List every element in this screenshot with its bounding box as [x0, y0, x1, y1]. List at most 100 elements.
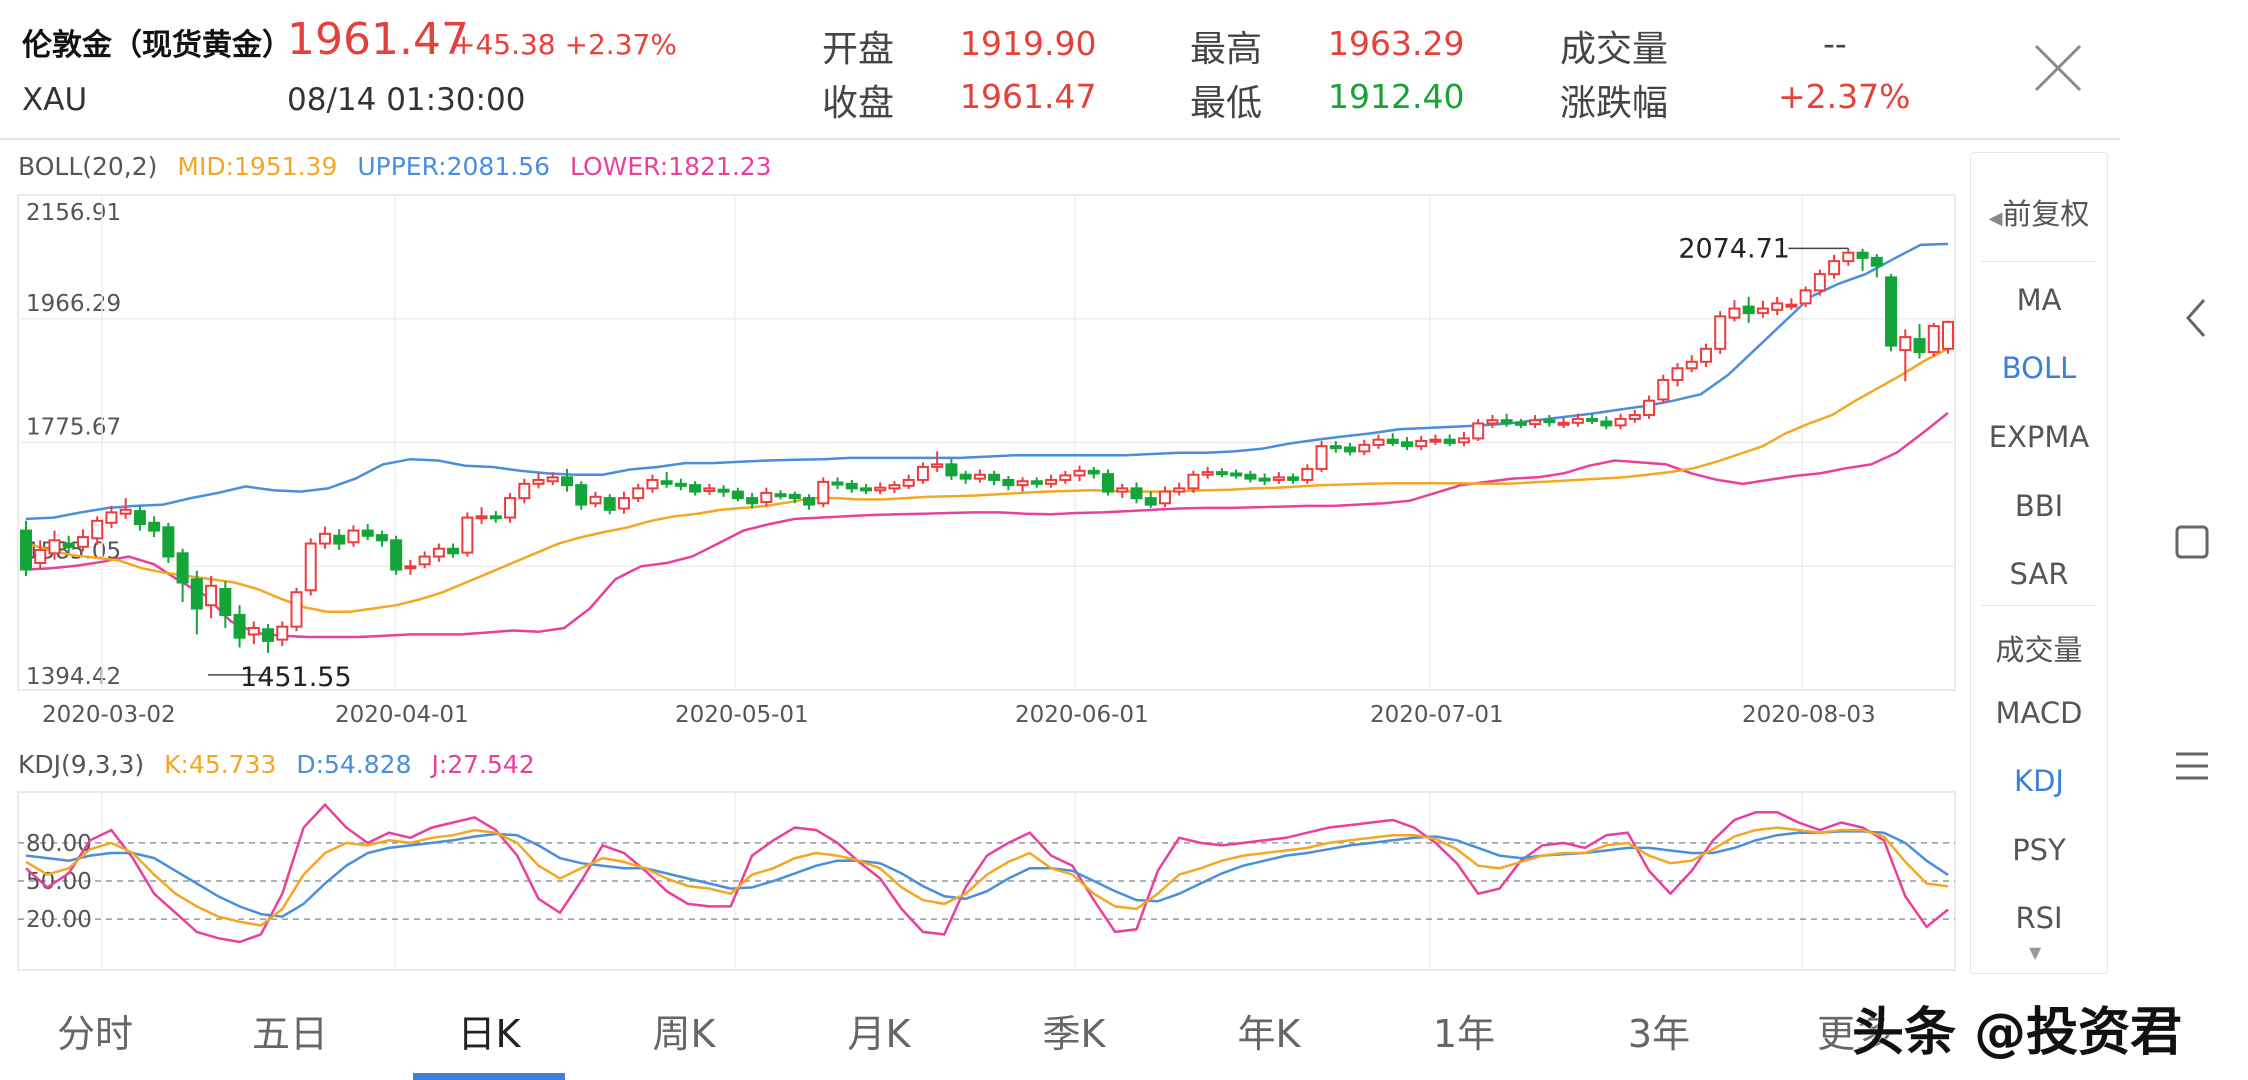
candle	[988, 473, 1001, 481]
candle	[276, 625, 289, 641]
change-pct-label: 涨跌幅	[1560, 83, 1669, 124]
tab-intraday[interactable]: 分时	[56, 1012, 133, 1056]
menu-boll[interactable]: BOLL	[2001, 351, 2077, 385]
y-tick-label: 1775.67	[26, 415, 121, 441]
price-change: +45.38 +2.37%	[452, 28, 677, 61]
candle	[1457, 437, 1470, 444]
tab-weekly-k[interactable]: 周K	[652, 1012, 716, 1056]
candle	[1187, 473, 1200, 490]
candle	[774, 493, 787, 498]
tab-three-year[interactable]: 3年	[1627, 1012, 1691, 1056]
candle	[632, 487, 645, 500]
tab-quarterly-k[interactable]: 季K	[1042, 1012, 1106, 1056]
candle	[717, 488, 730, 493]
candle	[475, 515, 488, 520]
candle	[1386, 438, 1399, 444]
candle	[1287, 476, 1300, 481]
kdj-legend-j: J:27.542	[431, 750, 535, 779]
y-tick-label: 1394.42	[26, 664, 121, 690]
tab-five-day[interactable]: 五日	[251, 1012, 328, 1056]
candle	[1201, 471, 1214, 476]
candle	[1942, 320, 1954, 350]
change-pct-value: +2.37%	[1778, 77, 1911, 116]
candle	[1571, 417, 1584, 424]
candle	[1372, 438, 1385, 446]
candle	[746, 497, 759, 505]
boll-legend-upper: UPPER:2081.56	[357, 152, 550, 181]
boll-legend-name: BOLL(20,2)	[18, 152, 158, 181]
tab-one-year[interactable]: 1年	[1432, 1012, 1496, 1056]
menu-sar[interactable]: SAR	[2009, 557, 2069, 591]
candle	[731, 490, 744, 500]
menu-macd[interactable]: MACD	[1995, 696, 2083, 730]
menu-ma[interactable]: MA	[2016, 283, 2062, 317]
menu-expma[interactable]: EXPMA	[1988, 420, 2090, 454]
candle	[1614, 417, 1627, 427]
candle	[646, 478, 659, 490]
scroll-down-icon[interactable]: ▼	[2029, 943, 2042, 962]
candle	[973, 473, 986, 480]
candle	[1600, 420, 1613, 427]
menu-adjust-forward[interactable]: ◀前复权	[1988, 197, 2090, 231]
tab-monthly-k[interactable]: 月K	[847, 1012, 911, 1056]
candle	[162, 526, 175, 558]
candle	[1116, 487, 1129, 493]
kdj-ref-label: 20.00	[26, 907, 92, 933]
candle	[931, 463, 944, 468]
candle	[1529, 419, 1542, 426]
candle	[1030, 480, 1043, 485]
kdj-k-line	[25, 826, 1949, 927]
x-tick-label: 2020-07-01	[1370, 702, 1504, 728]
close-value: 1961.47	[960, 77, 1097, 116]
candle	[803, 497, 816, 506]
close-icon[interactable]	[2030, 40, 2086, 96]
boll-lower-line	[25, 411, 1949, 639]
candle	[432, 547, 445, 558]
candle	[916, 465, 929, 481]
candle	[76, 536, 89, 548]
candle	[660, 480, 673, 485]
candle	[1173, 487, 1186, 493]
x-tick-label: 2020-06-01	[1015, 702, 1149, 728]
candle	[1144, 497, 1157, 506]
home-nav-icon[interactable]	[2172, 522, 2212, 566]
tab-daily-k[interactable]: 日K	[457, 1012, 521, 1056]
candle	[219, 587, 232, 616]
back-nav-icon[interactable]	[2180, 296, 2212, 344]
candlestick-chart[interactable]: 2156.911966.291775.671585.051394.422020-…	[0, 140, 1960, 740]
candle	[689, 484, 702, 493]
candle	[532, 478, 545, 485]
candle	[1358, 443, 1371, 453]
candle	[1045, 478, 1058, 485]
menu-psy[interactable]: PSY	[2012, 833, 2066, 867]
candle	[190, 578, 203, 610]
candle	[1728, 307, 1741, 319]
min-price-label: 1451.55	[240, 662, 352, 693]
menu-rsi[interactable]: RSI	[2015, 901, 2063, 935]
candle	[148, 521, 161, 532]
menu-bbi[interactable]: BBI	[2014, 489, 2064, 523]
candle	[1329, 445, 1342, 450]
tab-yearly-k[interactable]: 年K	[1237, 1012, 1301, 1056]
candle	[1002, 478, 1015, 487]
tab-more[interactable]: 更多	[1816, 1012, 1893, 1056]
y-tick-label: 2156.91	[26, 200, 121, 226]
candle	[318, 532, 331, 545]
low-label: 最低	[1190, 83, 1263, 124]
candle	[1643, 399, 1656, 417]
candle	[1799, 289, 1812, 305]
candle	[1586, 417, 1599, 422]
menu-volume[interactable]: 成交量	[1995, 633, 2083, 667]
candle	[1913, 338, 1926, 354]
menu-nav-icon[interactable]	[2172, 748, 2212, 788]
menu-kdj[interactable]: KDJ	[2014, 764, 2064, 798]
candle	[489, 515, 502, 520]
left-triangle-icon: ◀	[1988, 208, 2003, 229]
candle	[1301, 467, 1314, 481]
candle	[1244, 473, 1257, 480]
candle	[1628, 414, 1641, 420]
instrument-name: 伦敦金（现货黄金）	[22, 28, 292, 63]
kdj-d-line	[25, 830, 1949, 918]
candle	[1130, 487, 1143, 500]
